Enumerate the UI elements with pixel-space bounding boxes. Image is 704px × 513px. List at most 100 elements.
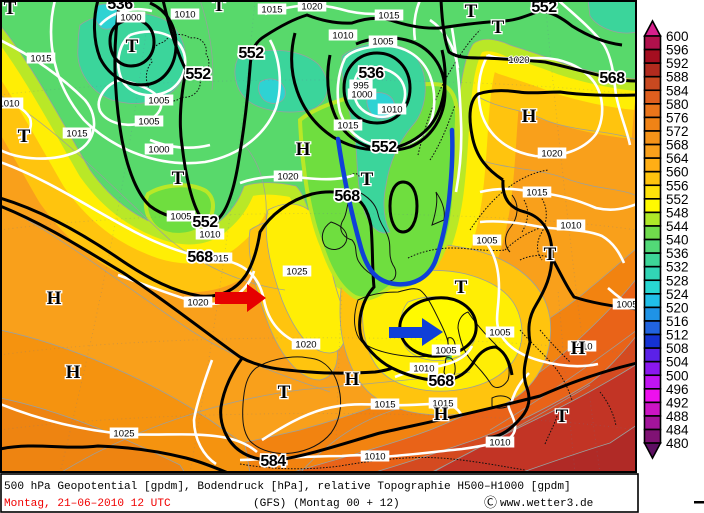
svg-text:584: 584	[666, 83, 689, 98]
svg-text:T: T	[361, 169, 374, 190]
svg-text:1005: 1005	[489, 328, 510, 339]
svg-text:1010: 1010	[364, 452, 385, 463]
svg-text:568: 568	[334, 188, 360, 205]
svg-text:480: 480	[666, 436, 689, 451]
svg-text:584: 584	[260, 453, 286, 470]
svg-text:596: 596	[666, 43, 689, 58]
svg-text:580: 580	[666, 97, 689, 112]
svg-text:532: 532	[666, 260, 689, 275]
svg-text:572: 572	[666, 124, 689, 139]
svg-text:H: H	[47, 288, 62, 309]
svg-text:T: T	[492, 17, 505, 38]
svg-text:T: T	[213, 0, 226, 16]
svg-text:H: H	[434, 404, 449, 425]
svg-text:536: 536	[666, 246, 689, 261]
svg-text:T: T	[4, 0, 17, 19]
svg-text:T: T	[556, 406, 569, 427]
svg-text:556: 556	[666, 178, 689, 193]
svg-text:1010: 1010	[0, 99, 20, 110]
svg-text:T: T	[18, 126, 31, 147]
svg-text:www.wetter3.de: www.wetter3.de	[500, 498, 593, 510]
svg-text:552: 552	[531, 0, 557, 16]
svg-text:484: 484	[666, 423, 689, 438]
svg-text:568: 568	[599, 70, 625, 87]
svg-text:1010: 1010	[381, 105, 402, 116]
svg-text:1025: 1025	[113, 429, 134, 440]
svg-text:552: 552	[238, 45, 264, 62]
svg-text:1010: 1010	[174, 10, 195, 21]
svg-text:Montag, 21–06–2010 12 UTC: Montag, 21–06–2010 12 UTC	[4, 498, 171, 510]
svg-text:512: 512	[666, 328, 689, 343]
svg-text:1005: 1005	[616, 300, 637, 311]
svg-text:1000: 1000	[148, 145, 169, 156]
svg-text:1020: 1020	[541, 149, 562, 160]
svg-text:536: 536	[358, 65, 384, 82]
svg-text:1015: 1015	[66, 129, 87, 140]
svg-text:1005: 1005	[476, 236, 497, 247]
svg-text:1005: 1005	[435, 346, 456, 357]
svg-text:1010: 1010	[489, 438, 510, 449]
svg-text:488: 488	[666, 409, 689, 424]
svg-text:544: 544	[666, 219, 689, 234]
svg-text:1010: 1010	[332, 31, 353, 42]
svg-text:492: 492	[666, 395, 689, 410]
svg-text:1015: 1015	[432, 399, 453, 410]
svg-text:1015: 1015	[30, 54, 51, 65]
svg-text:568: 568	[666, 138, 689, 153]
svg-text:1015: 1015	[526, 188, 547, 199]
svg-text:552: 552	[666, 192, 689, 207]
svg-text:552: 552	[185, 66, 211, 83]
svg-text:508: 508	[666, 341, 689, 356]
svg-text:1010: 1010	[571, 342, 592, 353]
svg-text:524: 524	[666, 287, 689, 302]
svg-text:H: H	[571, 338, 586, 359]
svg-text:1005: 1005	[372, 37, 393, 48]
svg-text:560: 560	[666, 165, 689, 180]
svg-text:T: T	[465, 1, 478, 22]
svg-text:H: H	[522, 106, 537, 127]
svg-text:H: H	[66, 362, 81, 383]
svg-text:1005: 1005	[148, 96, 169, 107]
svg-text:995: 995	[353, 81, 369, 92]
svg-text:568: 568	[187, 249, 213, 266]
svg-text:576: 576	[666, 110, 689, 125]
svg-text:500: 500	[666, 368, 689, 383]
svg-text:496: 496	[666, 382, 689, 397]
svg-text:T: T	[126, 36, 139, 57]
svg-text:588: 588	[666, 70, 689, 85]
svg-text:H: H	[296, 139, 311, 160]
svg-text:1015: 1015	[337, 121, 358, 132]
svg-text:516: 516	[666, 314, 689, 329]
svg-text:1010: 1010	[413, 364, 434, 375]
svg-text:592: 592	[666, 56, 689, 71]
svg-text:564: 564	[666, 151, 689, 166]
svg-text:T: T	[455, 277, 468, 298]
svg-text:1005: 1005	[138, 117, 159, 128]
svg-text:1025: 1025	[286, 267, 307, 278]
svg-text:1010: 1010	[199, 230, 220, 241]
svg-text:552: 552	[192, 214, 218, 231]
svg-text:1020: 1020	[277, 172, 298, 183]
svg-text:540: 540	[666, 233, 689, 248]
svg-text:504: 504	[666, 355, 689, 370]
svg-text:(GFS) (Montag 00 + 12): (GFS) (Montag 00 + 12)	[253, 498, 400, 510]
svg-text:1015: 1015	[261, 5, 282, 16]
svg-text:T: T	[278, 382, 291, 403]
svg-text:1020: 1020	[295, 340, 316, 351]
svg-text:1015: 1015	[374, 400, 395, 411]
svg-text:H: H	[345, 369, 360, 390]
svg-text:600: 600	[666, 29, 689, 44]
svg-text:1005: 1005	[170, 212, 191, 223]
svg-text:1015: 1015	[207, 254, 228, 265]
svg-text:1020: 1020	[301, 2, 322, 13]
svg-text:T: T	[544, 244, 557, 265]
svg-text:1020: 1020	[187, 298, 208, 309]
svg-text:1020: 1020	[508, 55, 529, 66]
svg-text:568: 568	[428, 373, 454, 390]
svg-text:548: 548	[666, 205, 689, 220]
svg-text:1000: 1000	[120, 13, 141, 24]
svg-text:1010: 1010	[560, 221, 581, 232]
svg-text:T: T	[172, 168, 185, 189]
svg-text:536: 536	[107, 0, 133, 13]
svg-text:528: 528	[666, 273, 689, 288]
